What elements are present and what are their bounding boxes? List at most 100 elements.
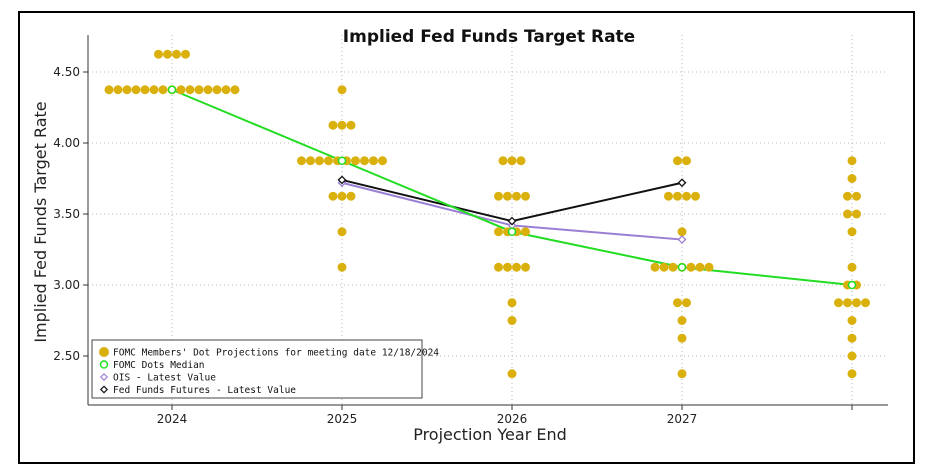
dot-projection (843, 191, 852, 201)
dot-projection (494, 191, 503, 201)
dot-projection (847, 369, 857, 379)
dot-projection (847, 351, 857, 361)
dot-projection (847, 156, 857, 166)
series-markers (167, 85, 857, 290)
x-axis-title: Projection Year End (413, 425, 567, 444)
legend-label: FOMC Members' Dot Projections for meetin… (113, 348, 439, 359)
dot-projection (306, 156, 315, 166)
fed-funds-futures-latest-value-marker (337, 175, 347, 185)
dot-projection (834, 298, 843, 308)
legend-diamond-swatch (99, 385, 109, 394)
dot-projection (503, 191, 512, 201)
dot-projection (194, 85, 204, 95)
fomc-dots-median-marker (337, 156, 347, 165)
y-tick-label: 3.00 (53, 278, 80, 292)
dot-projection (176, 85, 186, 95)
dot-projection (686, 262, 696, 272)
dot-projection (131, 85, 141, 95)
dot-projection (351, 156, 360, 166)
dot-projection (512, 262, 521, 272)
dot-projection (140, 85, 150, 95)
dot-projection (507, 298, 517, 308)
y-axis-title: Implied Fed Funds Target Rate (31, 101, 50, 342)
legend-label: FOMC Dots Median (113, 360, 205, 371)
dot-projection (847, 333, 857, 343)
y-tick-label: 2.50 (53, 349, 80, 363)
dot-projection (104, 85, 114, 95)
ois-latest-value-marker (677, 235, 687, 244)
legend-dot-swatch (99, 347, 109, 357)
dot-projection (346, 191, 356, 201)
legend-label: OIS - Latest Value (113, 373, 216, 384)
dot-projection (185, 85, 195, 95)
dot-projection (673, 156, 682, 166)
dot-projection (843, 209, 852, 219)
dot-projection (650, 262, 660, 272)
x-tick-label: 2026 (497, 412, 528, 426)
dot-projection (498, 156, 508, 166)
dot-projection (677, 316, 687, 325)
y-tick-label: 4.00 (53, 136, 80, 150)
dot-projection (521, 262, 530, 272)
dot-projection (861, 298, 870, 308)
dot-projection (378, 156, 387, 166)
dot-projection (677, 333, 687, 343)
dot-projection (507, 316, 517, 325)
dot-projection (668, 262, 678, 272)
dot-projection (659, 262, 669, 272)
dot-projection (328, 191, 338, 201)
dot-projection (503, 262, 512, 272)
fomc-dots-median-marker (167, 85, 177, 94)
dot-projection (847, 262, 857, 272)
dot-projection (158, 85, 168, 95)
dot-projection (847, 227, 857, 237)
tick-labels: 2.50 3.00 3.50 4.00 4.50 2024 2025 2026 2027 (53, 65, 697, 426)
dot-projection (677, 369, 687, 379)
dot-projection (113, 85, 123, 95)
dot-projection (677, 227, 687, 237)
dot-projection (507, 369, 517, 379)
dot-projection (852, 298, 861, 308)
fed-funds-futures-latest-value-line (341, 178, 683, 223)
dot-projection (172, 49, 181, 59)
dot-projection (154, 49, 163, 59)
dot-projection (328, 120, 338, 130)
dot-projection (212, 85, 222, 95)
dot-projection (163, 49, 172, 59)
dot-projection (337, 120, 347, 130)
dot-projection (673, 298, 682, 308)
x-tick-label: 2025 (327, 412, 358, 426)
dot-projection (494, 227, 503, 237)
dot-projection (704, 262, 714, 272)
dot-projection (521, 191, 530, 201)
dot-projection (337, 191, 347, 201)
dot-projection (512, 191, 521, 201)
dot-projection (337, 262, 347, 272)
fomc-dots-median-marker (677, 263, 687, 272)
x-tick-label: 2024 (157, 412, 188, 426)
dot-projection (847, 316, 857, 325)
dot-projection (297, 156, 306, 166)
chart-title: Implied Fed Funds Target Rate (343, 27, 635, 47)
fed-funds-futures-latest-value-marker (677, 178, 687, 188)
dot-projection (507, 156, 517, 166)
fed-funds-futures-latest-value-marker (507, 216, 517, 226)
legend-box (91, 339, 423, 399)
dot-projection (521, 227, 530, 237)
dot-projection (369, 156, 378, 166)
dot-projection (664, 191, 673, 201)
dot-projection (324, 156, 333, 166)
dot-projection (360, 156, 369, 166)
dot-projection (149, 85, 159, 95)
dot-projection (230, 85, 240, 95)
dot-projection (122, 85, 132, 95)
dot-projection (852, 191, 861, 201)
dot-projections (104, 49, 870, 379)
dot-projection (695, 262, 705, 272)
legend-diamond-swatch (99, 372, 109, 382)
dot-projection (682, 156, 691, 166)
y-tick-label: 4.50 (53, 65, 80, 79)
fomc-dots-median-marker (847, 280, 857, 290)
dot-projection (346, 120, 356, 130)
